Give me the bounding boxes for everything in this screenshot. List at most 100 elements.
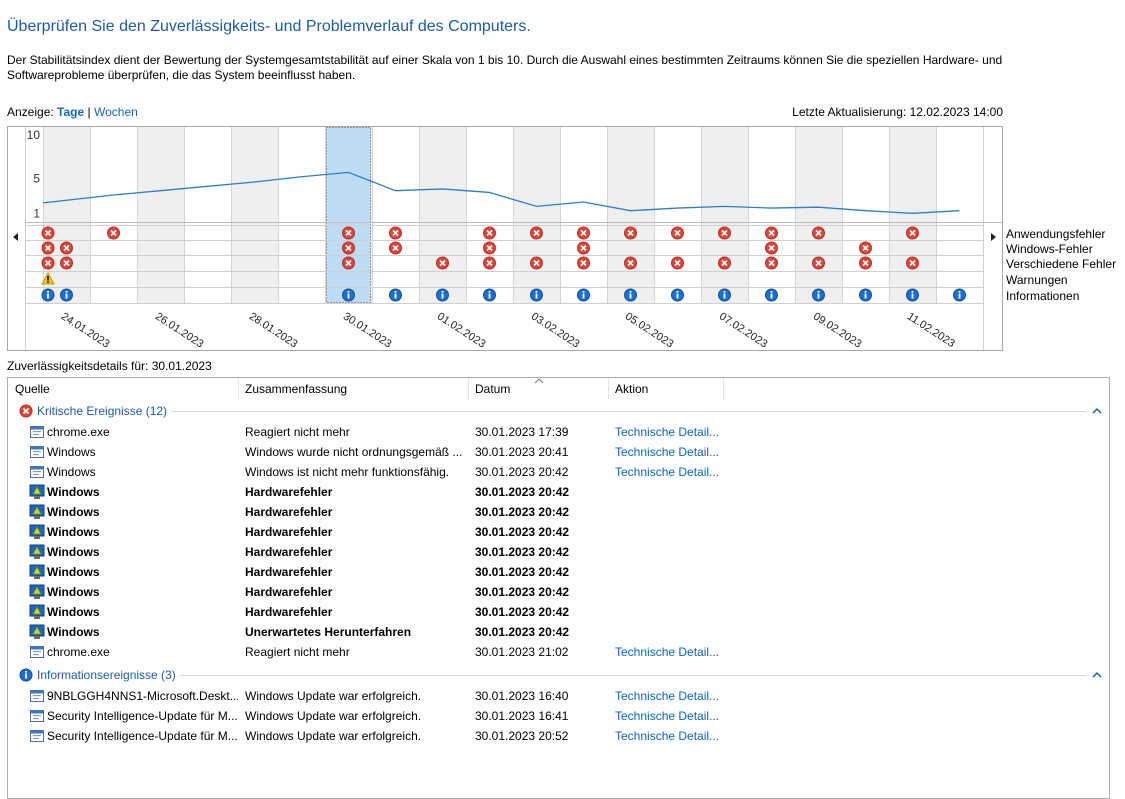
summary: Hardwarefehler — [245, 525, 333, 539]
column-stripe — [137, 127, 184, 303]
summary: Hardwarefehler — [245, 565, 333, 579]
scroll-right[interactable] — [991, 233, 996, 241]
view-option[interactable]: Tage — [57, 105, 85, 119]
view-option[interactable]: Wochen — [93, 105, 138, 119]
icon-glyph — [394, 293, 397, 299]
summary: Hardwarefehler — [245, 485, 333, 499]
source: 9NBLGGH4NNS1-Microsoft.Deskt... — [47, 689, 238, 703]
icon-glyph — [32, 505, 42, 515]
error-icon — [483, 241, 496, 255]
info-icon — [483, 288, 496, 302]
app-icon — [30, 730, 44, 742]
icon-shape — [34, 576, 40, 579]
icon-glyph — [815, 259, 822, 267]
y-tick-label: 5 — [33, 172, 40, 186]
y-tick-label: 1 — [33, 206, 40, 220]
date: 30.01.2023 20:42 — [475, 605, 570, 619]
icon-glyph — [31, 691, 43, 694]
action-link[interactable]: Technische Detail... — [615, 729, 720, 743]
monitor-icon — [29, 564, 45, 579]
action-link[interactable]: Technische Detail... — [615, 645, 720, 659]
info-icon — [859, 288, 872, 302]
icon-shape — [34, 536, 40, 539]
icon-glyph — [627, 229, 634, 237]
date: 30.01.2023 20:42 — [475, 625, 570, 639]
error-icon — [342, 241, 355, 255]
icon-glyph — [47, 293, 49, 299]
summary: Windows Update war erfolgreich. — [245, 729, 422, 743]
action-link[interactable]: Technische Detail... — [615, 445, 720, 459]
error-icon — [671, 256, 684, 270]
summary: Windows ist nicht mehr funktionsfähig. — [245, 465, 450, 479]
icon-glyph — [439, 259, 446, 267]
icon-glyph — [33, 654, 39, 656]
icon-glyph — [721, 259, 728, 267]
error-icon — [436, 256, 449, 270]
source: Windows — [47, 525, 100, 539]
icon-glyph — [676, 293, 679, 299]
icon-glyph — [33, 434, 39, 436]
info-icon — [60, 288, 73, 302]
action-link[interactable]: Technische Detail... — [615, 425, 720, 439]
icon-glyph — [33, 474, 39, 476]
date: 30.01.2023 20:42 — [475, 505, 570, 519]
group-icon — [19, 668, 33, 682]
icon-glyph — [768, 244, 775, 252]
icon-shape — [34, 556, 40, 559]
icon-glyph — [768, 259, 775, 267]
icon-glyph — [533, 229, 540, 237]
column-header[interactable]: Quelle — [15, 382, 50, 396]
icon-glyph — [817, 293, 820, 299]
action-link[interactable]: Technische Detail... — [615, 689, 720, 703]
action-link[interactable]: Technische Detail... — [615, 709, 720, 723]
selected-column[interactable] — [326, 127, 371, 303]
icon-glyph — [33, 735, 41, 737]
error-icon — [859, 241, 872, 255]
icon-glyph — [488, 291, 491, 293]
error-icon — [812, 256, 825, 270]
icon-glyph — [33, 454, 39, 456]
info-icon — [41, 288, 55, 302]
column-header[interactable]: Zusammenfassung — [245, 382, 348, 396]
error-icon — [19, 404, 33, 418]
icon-shape — [34, 616, 40, 619]
column-header[interactable]: Aktion — [615, 382, 649, 396]
error-icon — [342, 226, 355, 240]
error-icon — [107, 226, 120, 240]
source: Windows — [47, 605, 100, 619]
date: 30.01.2023 20:41 — [475, 445, 569, 459]
column-divider — [238, 378, 239, 399]
collapse-button — [1092, 407, 1102, 414]
collapse-button — [1092, 671, 1102, 678]
icon-glyph — [392, 229, 399, 237]
group-title[interactable]: Informationsereignisse (3) — [37, 665, 180, 685]
group-title[interactable]: Kritische Ereignisse (12) — [37, 401, 172, 421]
error-icon — [483, 226, 496, 240]
icon-glyph — [862, 244, 869, 252]
warning-icon — [41, 271, 55, 285]
source: Windows — [47, 485, 100, 499]
sort-glyph — [534, 378, 544, 384]
scroll-left[interactable] — [13, 233, 18, 241]
error-icon — [530, 256, 543, 270]
error-icon — [906, 226, 919, 240]
icon-glyph — [33, 471, 41, 473]
icon-glyph — [345, 229, 352, 237]
icon-glyph — [486, 259, 493, 267]
icon-glyph — [32, 605, 42, 615]
error-icon — [41, 241, 55, 255]
info-icon — [953, 288, 966, 302]
icon-glyph — [25, 671, 27, 673]
summary: Hardwarefehler — [245, 585, 333, 599]
column-divider — [608, 378, 609, 399]
source: Windows — [47, 565, 100, 579]
row-label: Windows-Fehler — [1006, 242, 1093, 256]
column-header[interactable]: Datum — [475, 382, 511, 396]
info-icon — [765, 288, 778, 302]
action-link[interactable]: Technische Detail... — [615, 465, 720, 479]
column-stripe — [513, 127, 560, 303]
icon-glyph — [347, 291, 350, 293]
icon-glyph — [33, 718, 39, 720]
summary: Unerwartetes Herunterfahren — [245, 625, 412, 639]
error-icon — [577, 226, 590, 240]
